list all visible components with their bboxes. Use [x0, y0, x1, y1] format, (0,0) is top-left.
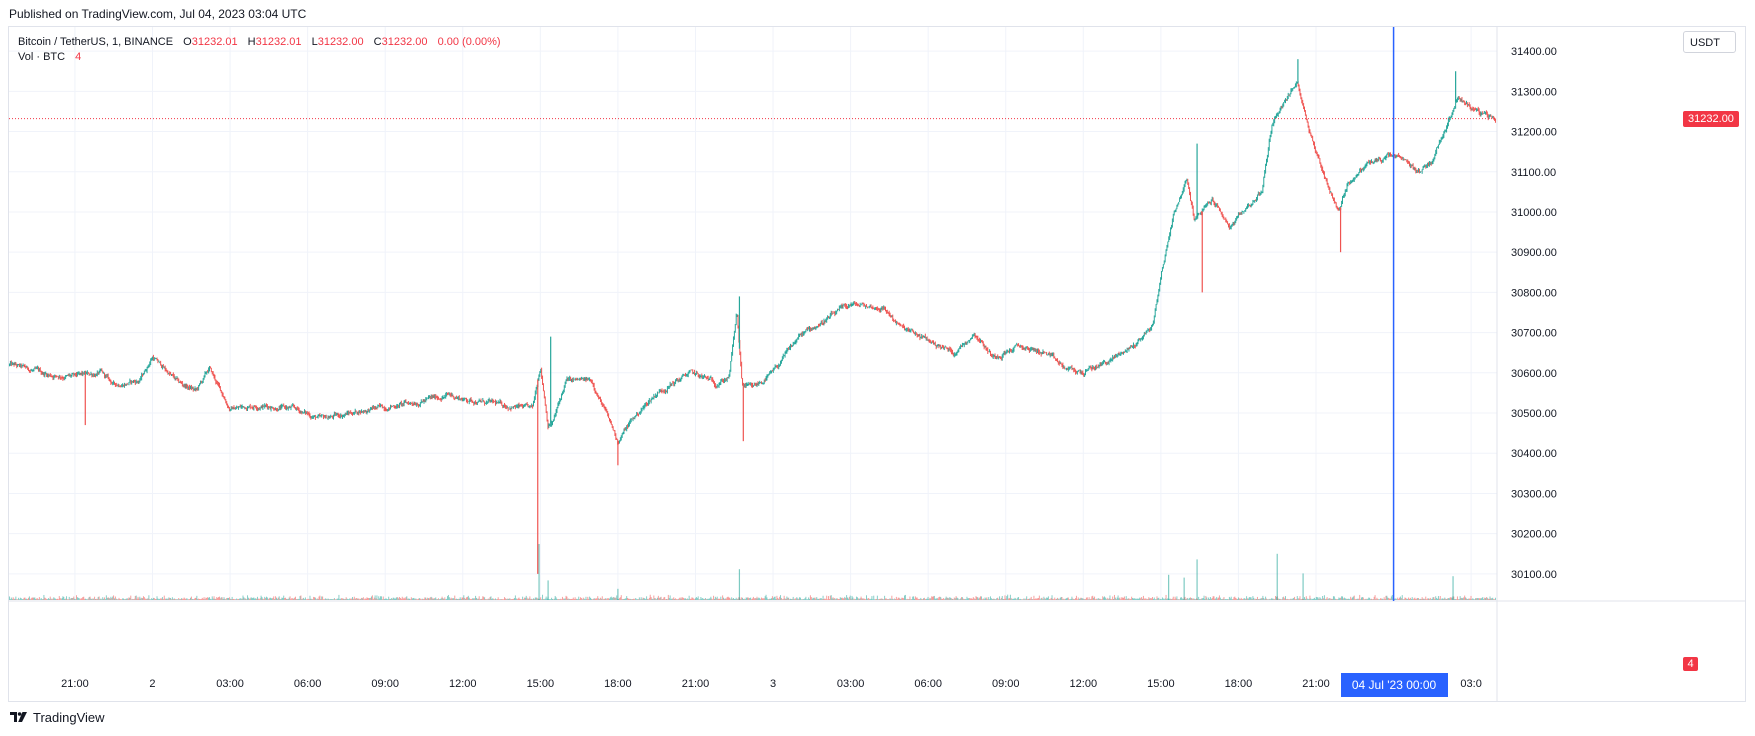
tradingview-brand[interactable]: TradingView [10, 710, 105, 725]
time-tick-label: 21:00 [682, 678, 710, 690]
time-tick-label: 2 [149, 678, 155, 690]
time-tick-label: 3 [770, 678, 776, 690]
ohlc-legend-row: Bitcoin / TetherUS, 1, BINANCE O31232.01… [18, 35, 501, 50]
time-tick-label: 03:0 [1460, 678, 1481, 690]
crosshair-time-label: 04 Jul '23 00:00 [1340, 673, 1448, 697]
time-tick-label: 21:00 [1302, 678, 1330, 690]
volume-label[interactable]: Vol · BTC [18, 51, 66, 63]
price-tick-label: 31000.00 [1511, 207, 1557, 219]
symbol-name[interactable]: Bitcoin / TetherUS, 1, BINANCE [18, 36, 174, 48]
time-tick-label: 12:00 [1070, 678, 1098, 690]
time-tick-label: 09:00 [371, 678, 399, 690]
price-axis: 31400.00 31300.00 31200.00 31100.00 31000.00… [1511, 46, 1557, 581]
open-label: O [183, 36, 192, 48]
chart-legend: Bitcoin / TetherUS, 1, BINANCE O31232.01… [18, 35, 501, 65]
close-label: C [373, 36, 382, 48]
price-tick-label: 31300.00 [1511, 86, 1557, 98]
last-volume-badge: 4 [1683, 657, 1698, 671]
volume-value: 4 [75, 51, 82, 63]
overlays [9, 27, 1497, 601]
candles [9, 59, 1496, 574]
volume-bars [9, 544, 1496, 600]
published-caption: Published on TradingView.com, Jul 04, 20… [9, 7, 307, 21]
time-tick-label: 09:00 [992, 678, 1020, 690]
change-value: 0.00 (0.00%) [437, 36, 501, 48]
time-tick-label: 12:00 [449, 678, 477, 690]
time-tick-label: 03:00 [216, 678, 244, 690]
chart-pane[interactable] [8, 26, 1746, 702]
price-tick-label: 30600.00 [1511, 368, 1557, 380]
open-value: 31232.01 [191, 36, 238, 48]
price-tick-label: 31400.00 [1511, 46, 1557, 58]
time-tick-label: 18:00 [1225, 678, 1253, 690]
time-tick-label: 15:00 [527, 678, 555, 690]
close-value: 31232.00 [381, 36, 428, 48]
grid-lines [9, 27, 1746, 702]
time-axis: 21:00 2 03:00 06:00 09:00 12:00 15:00 18:00 21:0… [61, 678, 1482, 690]
time-tick-label: 06:00 [914, 678, 942, 690]
time-tick-label: 18:00 [604, 678, 632, 690]
price-tick-label: 30700.00 [1511, 328, 1557, 340]
last-price-badge: 31232.00 [1683, 110, 1739, 127]
price-tick-label: 30300.00 [1511, 488, 1557, 500]
price-tick-label: 30800.00 [1511, 287, 1557, 299]
volume-legend-row: Vol · BTC 4 [18, 50, 501, 65]
time-tick-label: 03:00 [837, 678, 865, 690]
price-tick-label: 31100.00 [1511, 167, 1556, 179]
price-tick-label: 30200.00 [1511, 529, 1557, 541]
price-tick-label: 30100.00 [1511, 569, 1557, 581]
price-tick-label: 30500.00 [1511, 408, 1557, 420]
low-label: L [311, 36, 318, 48]
time-tick-label: 21:00 [61, 678, 89, 690]
time-tick-label: 06:00 [294, 678, 322, 690]
brand-name: TradingView [33, 710, 105, 725]
high-label: H [247, 36, 256, 48]
price-tick-label: 31200.00 [1511, 127, 1557, 139]
price-tick-label: 30900.00 [1511, 247, 1557, 259]
currency-unit-button[interactable]: USDT [1683, 31, 1736, 53]
low-value: 31232.00 [317, 36, 364, 48]
time-tick-label: 15:00 [1147, 678, 1175, 690]
tradingview-logo-icon [10, 712, 27, 722]
price-tick-label: 30400.00 [1511, 448, 1557, 460]
high-value: 31232.01 [255, 36, 302, 48]
